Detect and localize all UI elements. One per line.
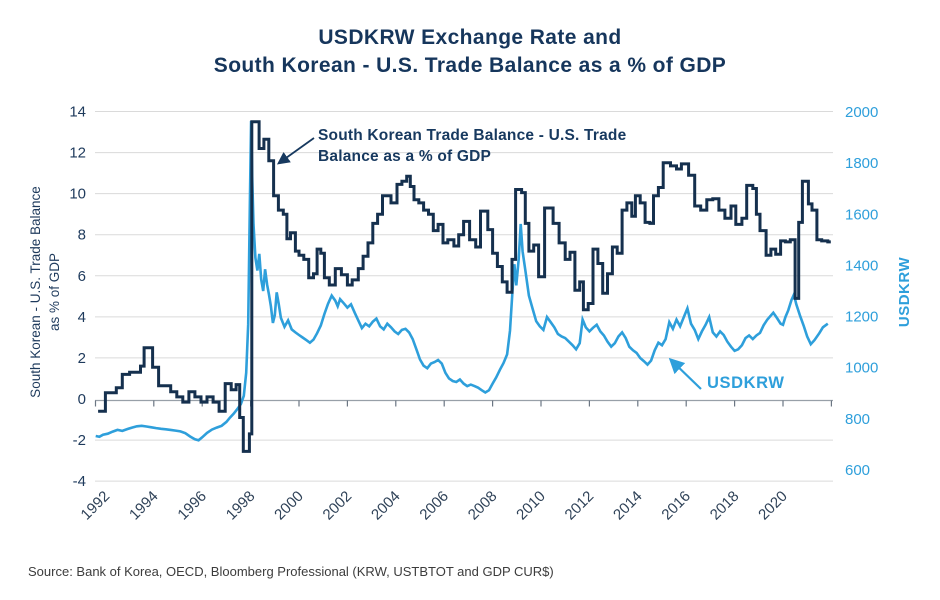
left-axis-title-line2: as % of GDP [47, 253, 62, 331]
right-axis-tick-label: 2000 [845, 104, 878, 121]
source-attribution: Source: Bank of Korea, OECD, Bloomberg P… [28, 564, 554, 579]
right-axis-tick-label: 1600 [845, 206, 878, 223]
left-axis-tick-label: 2 [78, 350, 86, 367]
right-axis-tick-label: 1400 [845, 257, 878, 274]
left-axis-title-line1: South Korean - U.S. Trade Balance [28, 186, 43, 398]
axis-labels: 14 12 10 8 6 4 2 0 -2 -4 2000 1800 1600 1400 1200 1000 8… [28, 103, 913, 523]
chart-title-line2: South Korean - U.S. Trade Balance as a %… [213, 54, 727, 77]
trade-balance-annotation: South Korean Trade Balance - U.S. Trade … [318, 125, 698, 167]
right-axis-title: USDKRW [896, 257, 913, 328]
x-axis-year-label: 2000 [271, 488, 307, 524]
left-axis-tick-label: 14 [69, 103, 86, 120]
x-axis-year-label: 2004 [368, 488, 404, 524]
right-axis-tick-label: 1000 [845, 360, 878, 377]
x-axis-year-label: 1998 [223, 488, 259, 524]
left-axis-tick-label: -2 [73, 432, 86, 449]
left-axis-tick-label: -4 [73, 473, 86, 490]
right-axis-tick-label: 1800 [845, 155, 878, 172]
x-axis-year-label: 2016 [658, 488, 694, 524]
left-axis-tick-label: 0 [78, 391, 86, 408]
left-axis-tick-label: 6 [78, 268, 86, 285]
x-axis-year-label: 2018 [707, 488, 743, 524]
x-axis-year-label: 2010 [513, 488, 549, 524]
x-axis-year-label: 2012 [562, 488, 598, 524]
left-axis-tick-label: 12 [69, 145, 86, 162]
x-axis-year-label: 1996 [174, 488, 210, 524]
trade-balance-line [98, 120, 831, 453]
trade-balance-annotation-line1: South Korean Trade Balance - U.S. Trade [318, 127, 627, 144]
right-axis-tick-label: 800 [845, 411, 870, 428]
right-axis-tick-label: 600 [845, 462, 870, 479]
x-axis-year-label: 1992 [78, 488, 114, 524]
gridlines [95, 110, 833, 482]
usdkrw-annotation-label: USDKRW [707, 374, 785, 392]
x-axis-year-label: 2006 [416, 488, 452, 524]
left-axis-tick-label: 4 [78, 309, 86, 326]
trade-balance-annotation-line2: Balance as a % of GDP [318, 148, 492, 165]
x-axis-year-label: 2014 [610, 488, 646, 524]
x-axis-year-label: 2008 [465, 488, 501, 524]
x-axis-year-label: 1994 [126, 488, 162, 524]
left-axis-tick-label: 10 [69, 186, 86, 203]
chart-title: USDKRW Exchange Rate and South Korean - … [0, 24, 940, 80]
left-axis-tick-label: 8 [78, 227, 86, 244]
right-axis-tick-label: 1200 [845, 309, 878, 326]
trade-balance-annotation-arrow [276, 137, 315, 165]
usdkrw-annotation-arrow [668, 357, 702, 390]
x-axis-year-label: 2002 [320, 488, 356, 524]
data-series [95, 120, 831, 453]
chart-title-line1: USDKRW Exchange Rate and [318, 26, 622, 49]
usdkrw-line [95, 120, 829, 442]
x-axis-year-label: 2020 [755, 488, 791, 524]
